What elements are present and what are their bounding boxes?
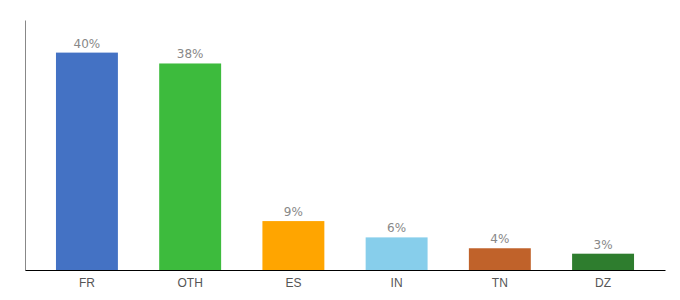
x-tick-label: FR xyxy=(79,276,95,290)
data-labels: 40% 38% 9% 6% 4% 3% xyxy=(74,37,613,252)
chart: FR OTH ES IN TN DZ 40% 38% 9% 6% 4% 3% xyxy=(0,0,680,300)
data-label: 3% xyxy=(594,238,613,252)
x-tick: ES xyxy=(285,276,301,290)
x-tick-label: DZ xyxy=(595,276,611,290)
bar xyxy=(56,53,118,270)
bar xyxy=(366,237,428,270)
x-tick-label: OTH xyxy=(177,276,202,290)
bar xyxy=(159,63,221,270)
bar xyxy=(572,254,634,270)
x-tick: IN xyxy=(391,276,403,290)
data-label: 40% xyxy=(74,37,101,51)
data-label: 4% xyxy=(490,232,509,246)
x-tick: DZ xyxy=(595,276,611,290)
y-axis-line xyxy=(25,21,26,271)
bar xyxy=(262,221,324,270)
x-tick: FR xyxy=(79,276,95,290)
bar xyxy=(469,248,531,270)
bars xyxy=(56,53,634,270)
x-axis: FR OTH ES IN TN DZ xyxy=(26,271,666,290)
x-tick: TN xyxy=(492,276,508,290)
data-label: 38% xyxy=(177,47,204,61)
x-tick-label: TN xyxy=(492,276,508,290)
plot: FR OTH ES IN TN DZ 40% 38% 9% 6% 4% 3% xyxy=(26,21,666,290)
x-tick-label: IN xyxy=(391,276,403,290)
x-axis-line xyxy=(26,270,666,271)
x-tick: OTH xyxy=(177,276,202,290)
x-tick-label: ES xyxy=(285,276,301,290)
data-label: 6% xyxy=(387,221,406,235)
y-axis xyxy=(25,21,26,271)
data-label: 9% xyxy=(284,205,303,219)
